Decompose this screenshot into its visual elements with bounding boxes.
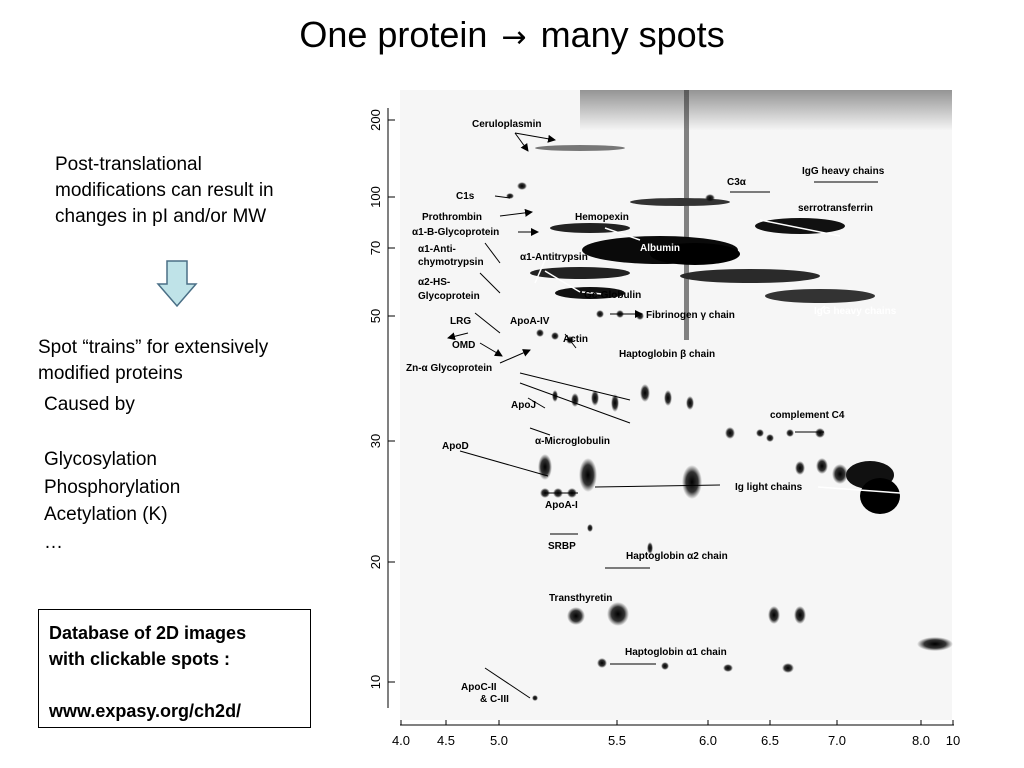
label-ig-light: Ig light chains bbox=[735, 482, 803, 493]
x-tick-7-0: 7.0 bbox=[828, 733, 846, 748]
label-igg-heavy-mid: IgG heavy chains bbox=[814, 306, 897, 317]
label-apoj: ApoJ bbox=[511, 400, 536, 411]
y-tick-70: 70 bbox=[368, 241, 383, 255]
label-apoc2: ApoC-II bbox=[461, 682, 497, 693]
label-c3a: C3α bbox=[727, 177, 747, 188]
label-gc-globulin: Gc-Globulin bbox=[584, 290, 641, 301]
y-axis: 200 100 70 50 30 20 10 bbox=[368, 108, 395, 708]
ptm-paragraph: Post-translational modifications can res… bbox=[55, 152, 274, 230]
label-prothrombin: Prothrombin bbox=[422, 212, 482, 223]
trains-paragraph: Spot “trains” for extensively modified p… bbox=[38, 335, 268, 387]
x-tick-4-0: 4.0 bbox=[392, 733, 410, 748]
label-a1-antichymotrypsin-1: α1-Anti- bbox=[418, 244, 456, 255]
causes-list: Glycosylation Phosphorylation Acetylatio… bbox=[44, 446, 180, 556]
label-a1-antitrypsin: α1-Antitrypsin bbox=[520, 252, 588, 263]
x-tick-5-5: 5.5 bbox=[608, 733, 626, 748]
x-axis: 4.0 4.5 5.0 5.5 6.0 6.5 7.0 8.0 10 bbox=[392, 720, 960, 748]
label-serotransferrin: serrotransferrin bbox=[798, 203, 873, 214]
ptm-line: modifications can result in bbox=[55, 180, 274, 201]
label-transthyretin: Transthyretin bbox=[549, 593, 612, 604]
down-arrow-icon bbox=[156, 260, 198, 308]
label-a1-antichymotrypsin-2: chymotrypsin bbox=[418, 257, 484, 268]
label-srbp: SRBP bbox=[548, 541, 576, 552]
gel-labels: Ceruloplasmin C1s Prothrombin α1-B-Glyco… bbox=[406, 119, 897, 705]
y-tick-10: 10 bbox=[368, 675, 383, 689]
label-a2hs-2: Glycoprotein bbox=[418, 291, 480, 302]
slide-title: One protein → many spots bbox=[0, 14, 1024, 56]
x-tick-6-5: 6.5 bbox=[761, 733, 779, 748]
ptm-line: Post-translational bbox=[55, 154, 202, 175]
database-box: Database of 2D images with clickable spo… bbox=[38, 609, 311, 728]
label-a1b-glycoprotein: α1-B-Glycoprotein bbox=[412, 227, 499, 238]
title-left: One protein bbox=[299, 14, 488, 55]
label-haptoglobin-b: Haptoglobin β chain bbox=[619, 349, 715, 360]
label-apoa4: ApoA-IV bbox=[510, 316, 550, 327]
x-tick-10: 10 bbox=[946, 733, 960, 748]
db-line-2: with clickable spots : bbox=[49, 649, 231, 669]
cause-item: Glycosylation bbox=[44, 449, 157, 470]
trains-line: Spot “trains” for extensively bbox=[38, 337, 269, 358]
label-lrg: LRG bbox=[450, 316, 471, 327]
label-complement-c4: complement C4 bbox=[770, 410, 845, 421]
spot-trains bbox=[530, 145, 900, 514]
gel-background bbox=[400, 90, 952, 720]
label-hemopexin: Hemopexin bbox=[575, 212, 629, 223]
y-tick-200: 200 bbox=[368, 109, 383, 131]
protein-spots bbox=[506, 182, 953, 701]
y-tick-30: 30 bbox=[368, 434, 383, 448]
label-apoa1: ApoA-I bbox=[545, 500, 578, 511]
title-right: many spots bbox=[540, 14, 725, 55]
label-zn-a-glycoprotein: Zn-α Glycoprotein bbox=[406, 363, 492, 374]
pointer-lines bbox=[447, 132, 878, 699]
label-haptoglobin-a2: Haptoglobin α2 chain bbox=[626, 551, 728, 562]
y-tick-100: 100 bbox=[368, 186, 383, 208]
y-tick-20: 20 bbox=[368, 555, 383, 569]
label-igg-heavy-top: IgG heavy chains bbox=[802, 166, 885, 177]
x-tick-6-0: 6.0 bbox=[699, 733, 717, 748]
label-actin: Actin bbox=[563, 334, 588, 345]
label-apoc3: & C-III bbox=[480, 694, 509, 705]
x-tick-8-0: 8.0 bbox=[912, 733, 930, 748]
label-apod: ApoD bbox=[442, 441, 469, 452]
label-omd: OMD bbox=[452, 340, 475, 351]
x-tick-4-5: 4.5 bbox=[437, 733, 455, 748]
cause-item: … bbox=[44, 531, 63, 553]
caused-by-heading: Caused by bbox=[44, 394, 135, 415]
db-url-link[interactable]: www.expasy.org/ch2d/ bbox=[49, 701, 242, 721]
trains-line: modified proteins bbox=[38, 363, 183, 384]
label-fibrinogen: Fibrinogen γ chain bbox=[646, 310, 735, 321]
ptm-line: changes in pI and/or MW bbox=[55, 206, 267, 227]
db-line-1: Database of 2D images bbox=[49, 623, 247, 643]
cause-item: Phosphorylation bbox=[44, 476, 181, 498]
x-tick-5-0: 5.0 bbox=[490, 733, 508, 748]
label-haptoglobin-a1: Haptoglobin α1 chain bbox=[625, 647, 727, 658]
label-c1s: C1s bbox=[456, 191, 475, 202]
label-a2hs-1: α2-HS- bbox=[418, 277, 450, 288]
2d-gel-image: Ceruloplasmin C1s Prothrombin α1-B-Glyco… bbox=[368, 90, 960, 748]
white-pointer-lines bbox=[534, 219, 901, 494]
right-arrow-icon: → bbox=[501, 20, 527, 55]
label-ceruloplasmin: Ceruloplasmin bbox=[472, 119, 541, 130]
gel-top-smear bbox=[580, 90, 952, 130]
label-a-microglobulin: α-Microglobulin bbox=[535, 436, 610, 447]
cause-item: Acetylation (K) bbox=[44, 504, 168, 525]
gel-vertical-streak bbox=[684, 90, 689, 340]
y-tick-50: 50 bbox=[368, 309, 383, 323]
label-albumin: Albumin bbox=[640, 243, 680, 254]
